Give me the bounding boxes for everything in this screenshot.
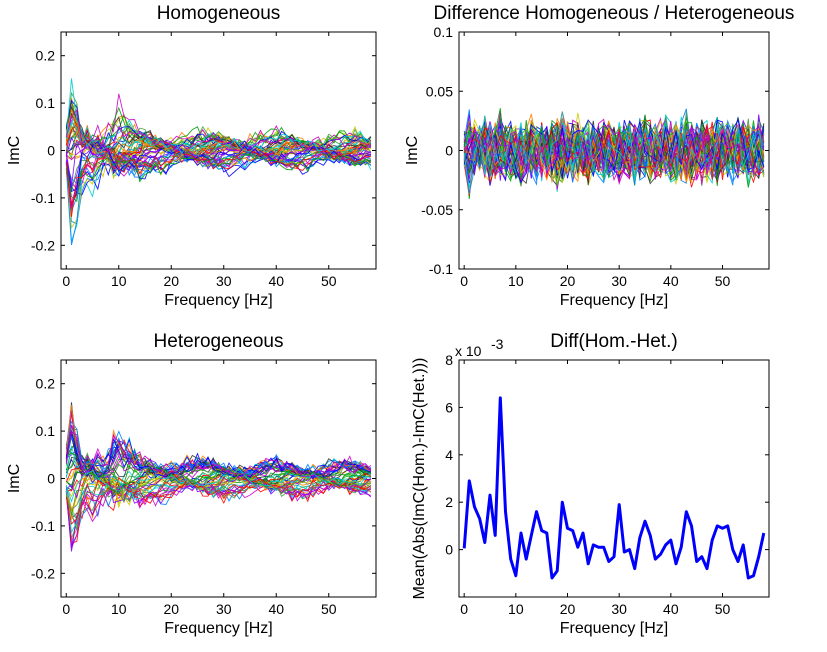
y-axis-label: ImC — [404, 136, 421, 165]
series-line — [65, 108, 371, 153]
y-tick-label: -0.2 — [31, 237, 55, 253]
x-tick-label: 0 — [62, 273, 70, 289]
y-tick-label: 6 — [445, 399, 453, 415]
x-tick-label: 20 — [163, 273, 179, 289]
x-tick-label: 50 — [715, 273, 731, 289]
series-line — [463, 121, 765, 180]
series-line — [66, 469, 372, 504]
x-tick-label: 0 — [62, 601, 70, 617]
x-tick-label: 30 — [216, 601, 232, 617]
y-tick-label: 0.2 — [36, 48, 56, 64]
x-tick-label: 0 — [460, 601, 468, 617]
series-line — [65, 430, 372, 478]
y-tick-label: -0.1 — [31, 518, 55, 534]
x-tick-label: 20 — [560, 273, 576, 289]
series-line — [65, 105, 372, 157]
y-tick-label: 0 — [445, 542, 453, 558]
series-line — [462, 396, 766, 580]
series-line — [66, 465, 371, 495]
series-line — [65, 430, 372, 476]
y-tick-label: 4 — [445, 447, 453, 463]
series-line — [65, 468, 371, 506]
x-tick-label: 50 — [715, 601, 731, 617]
chart-title: Heterogeneous — [154, 331, 284, 352]
series-line — [65, 473, 371, 520]
y-tick-label: 0 — [445, 143, 453, 159]
y-tick-label: -0.05 — [421, 202, 453, 218]
series-line — [66, 447, 372, 479]
y-multiplier-label: x 10 — [455, 343, 482, 359]
y-tick-label: 0.05 — [426, 83, 453, 99]
y-tick-label: 0.1 — [434, 24, 454, 40]
x-tick-label: 50 — [321, 601, 337, 617]
y-tick-label: 2 — [445, 494, 453, 510]
plot-area — [459, 360, 769, 597]
y-tick-label: 0 — [47, 471, 55, 487]
x-tick-label: 0 — [460, 273, 468, 289]
chart-title: Homogeneous — [157, 3, 281, 24]
y-tick-label: 8 — [445, 352, 453, 368]
series-line — [65, 480, 371, 549]
x-tick-label: 20 — [560, 601, 576, 617]
y-axis-label: ImC — [6, 136, 23, 165]
y-axis-label: ImC — [6, 464, 23, 493]
series-line — [463, 108, 765, 188]
series-line — [65, 148, 372, 192]
y-axis-label: Mean(Abs(ImC(Hom.)-ImC(Het.))) — [411, 358, 428, 600]
y-tick-label: -0.1 — [31, 190, 55, 206]
x-axis-label: Frequency [Hz] — [164, 292, 272, 309]
x-tick-label: 10 — [111, 601, 127, 617]
chart-title: Difference Homogeneous / Heterogeneous — [434, 3, 795, 24]
x-tick-label: 30 — [216, 273, 232, 289]
x-tick-label: 40 — [268, 273, 284, 289]
x-axis-label: Frequency [Hz] — [560, 292, 668, 309]
y-tick-label: -0.2 — [31, 565, 55, 581]
x-tick-label: 40 — [268, 601, 284, 617]
x-tick-label: 50 — [321, 273, 337, 289]
x-tick-label: 30 — [611, 601, 627, 617]
x-tick-label: 20 — [163, 601, 179, 617]
series-line — [463, 124, 765, 180]
x-tick-label: 30 — [611, 273, 627, 289]
series-line — [65, 78, 372, 156]
series-line — [463, 111, 765, 189]
x-tick-label: 40 — [663, 273, 679, 289]
series-line — [65, 140, 371, 193]
homogeneous-panel: 0 10 20 30 40 50 -0.2 -0.1 0 0.1 0.2 Homogeneous Fre… — [6, 3, 377, 309]
x-tick-label: 40 — [663, 601, 679, 617]
series-line — [65, 104, 371, 150]
series-line — [65, 477, 372, 534]
x-axis-label: Frequency [Hz] — [560, 620, 668, 637]
x-tick-label: 10 — [508, 273, 524, 289]
y-multiplier-exponent: -3 — [491, 336, 504, 352]
series-line — [463, 112, 765, 186]
chart-title: Diff(Hom.-Het.) — [550, 331, 677, 352]
axes-box — [458, 359, 770, 598]
y-tick-label: 0 — [47, 143, 55, 159]
y-tick-label: 0.1 — [36, 95, 56, 111]
series-line — [65, 468, 371, 503]
x-tick-label: 10 — [508, 601, 524, 617]
diff-mean-abs-panel: 0 10 20 30 40 50 0 2 4 6 8 Diff(Hom.-Het.) Frequency… — [411, 331, 770, 637]
x-axis-label: Frequency [Hz] — [164, 620, 272, 637]
x-tick-label: 10 — [111, 273, 127, 289]
heterogeneous-panel: 0 10 20 30 40 50 -0.2 -0.1 0 0.1 0.2 Heterogeneous F… — [6, 331, 377, 637]
y-tick-label: 0.2 — [36, 376, 56, 392]
series-line — [65, 148, 371, 209]
y-tick-label: -0.1 — [429, 261, 453, 277]
y-tick-label: 0.1 — [36, 423, 56, 439]
